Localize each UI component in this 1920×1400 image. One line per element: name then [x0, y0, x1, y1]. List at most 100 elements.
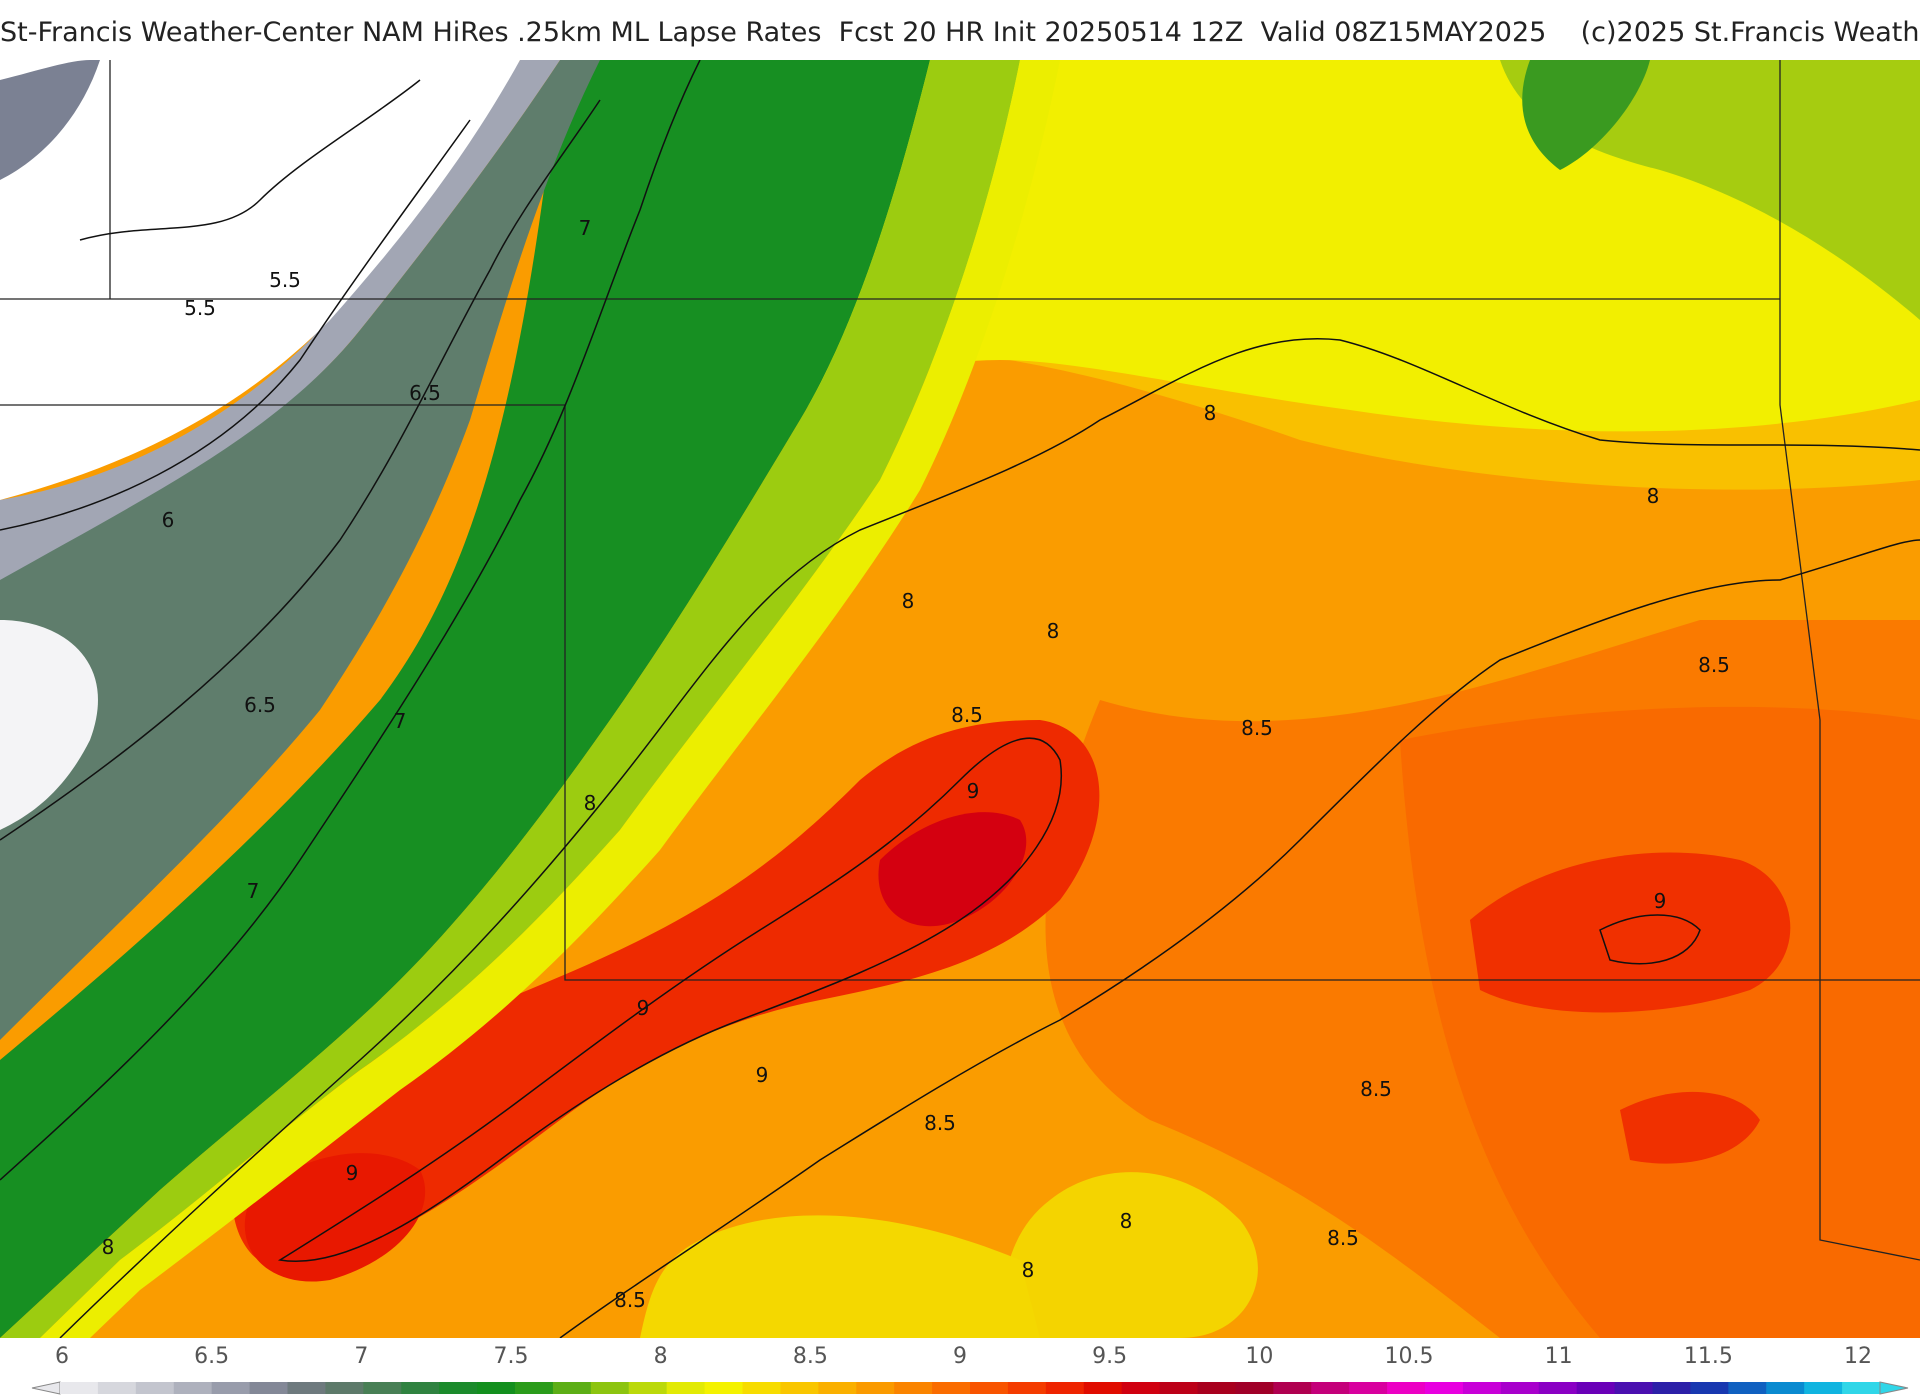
colorbar-tick-label: 7.5: [493, 1344, 529, 1369]
colorbar-swatch: [325, 1382, 364, 1394]
field-ne-green-dark: [1522, 60, 1650, 170]
colorbar-swatch: [970, 1382, 1009, 1394]
colorbar-swatch: [818, 1382, 857, 1394]
field-e-red: [1470, 852, 1791, 1013]
colorbar-swatch: [363, 1382, 402, 1394]
colorbar-swatch: [401, 1382, 440, 1394]
colorbar-swatch: [1159, 1382, 1199, 1394]
contour-label: 5.5: [184, 296, 216, 320]
contour-label: 8.5: [1698, 653, 1730, 677]
colorbar-swatch: [1690, 1382, 1729, 1394]
colorbar-swatch: [439, 1382, 478, 1394]
contour-label: 8: [102, 1235, 115, 1259]
contour-label: 8: [1022, 1258, 1035, 1282]
colorbar-swatch: [1500, 1382, 1540, 1394]
contour-label: 9: [346, 1161, 359, 1185]
boundaries: [0, 60, 1920, 1261]
field-gray: [0, 60, 560, 580]
map-title: St-Francis Weather-Center NAM HiRes .25k…: [0, 17, 1920, 48]
contour-9-east: [1599, 914, 1701, 965]
colorbar-tick-label: 8.5: [792, 1344, 828, 1369]
contour-label: 7: [247, 879, 260, 903]
colorbar-swatch: [780, 1382, 819, 1394]
field-dark-orange-2: [1400, 706, 1920, 1338]
contour-label: 7: [579, 216, 592, 240]
colorbar-swatch: [552, 1382, 592, 1394]
contour-label: 8: [1647, 484, 1660, 508]
colorbar-tick-label: 6.5: [194, 1344, 230, 1369]
colorbar-swatch: [1462, 1382, 1502, 1394]
colorbar-swatch: [1804, 1382, 1843, 1394]
contour-label: 9: [1654, 889, 1667, 913]
contour-label: 8: [1047, 619, 1060, 643]
colorbar-tick-label: 11.5: [1683, 1344, 1733, 1369]
colorbar-ticks: 6 6.5 7 7.5 8 8.5 9 9.5 10 10.5 11 11.5 12: [0, 1338, 1920, 1378]
colorbar-tick-label: 10.5: [1384, 1344, 1434, 1369]
colorbar-swatch: [1728, 1382, 1767, 1394]
colorbar-swatch: [1197, 1382, 1237, 1394]
colorbar-swatch: [515, 1382, 554, 1394]
contour-label: 6: [162, 508, 175, 532]
colorbar-left-arrow: [31, 1381, 61, 1395]
colorbar-swatch: [211, 1382, 251, 1394]
colorbar-swatch: [932, 1382, 971, 1394]
contour-label: 8: [902, 589, 915, 613]
contour-5-5: [79, 79, 421, 241]
colorbar-tick-label: 10: [1245, 1344, 1274, 1369]
contour-label: 8.5: [1241, 716, 1273, 740]
contour-9: [277, 737, 1062, 1262]
contour-label: 5.5: [269, 268, 301, 292]
contour-label: 7: [394, 709, 407, 733]
contour-label: 8.5: [924, 1111, 956, 1135]
colorbar-swatch: [856, 1382, 895, 1394]
colorbar-swatch: [1007, 1382, 1047, 1394]
field-white-nw: [0, 60, 520, 500]
field-s-yellow: [640, 1215, 1040, 1338]
field-sw-red: [244, 1153, 426, 1282]
colorbar-swatch: [249, 1382, 289, 1394]
contour-7: [0, 60, 701, 1181]
field-nw-gray-strip: [0, 60, 100, 180]
colorbar-swatch: [1045, 1382, 1085, 1394]
field-se-yellow: [1000, 1172, 1258, 1338]
colorbar-swatch: [590, 1382, 630, 1394]
colorbar-swatch: [97, 1382, 137, 1394]
colorbar-swatch: [704, 1382, 744, 1394]
contour-label: 8.5: [1360, 1077, 1392, 1101]
colorbar-swatch: [1235, 1382, 1274, 1394]
contour-label: 8: [584, 791, 597, 815]
colorbar-tick-label: 9: [953, 1344, 967, 1369]
colorbar-swatch: [1425, 1382, 1464, 1394]
colorbar-swatch: [666, 1382, 706, 1394]
lapse-rate-map: 5.5 5.5 6.5 6 6.5 7 7 7 8 8 8 8 8 8 8 8 …: [0, 60, 1920, 1338]
contour-label: 9: [967, 779, 980, 803]
contour-label: 9: [756, 1063, 769, 1087]
field-lime: [0, 60, 1020, 1338]
shaded-field: [0, 60, 1920, 1338]
colorbar-tick-label: 8: [653, 1344, 668, 1369]
state-line-co-ks: [0, 404, 1920, 981]
colorbar-swatch: [1387, 1382, 1426, 1394]
field-white-w: [0, 620, 98, 830]
colorbar-swatch: [1766, 1382, 1805, 1394]
field-se-red: [1620, 1091, 1760, 1164]
colorbar-tick-label: 11: [1544, 1344, 1573, 1369]
contour-lines: [0, 60, 1920, 1338]
colorbar-swatch: [173, 1382, 213, 1394]
colorbar-swatch: [1842, 1382, 1881, 1394]
colorbar-swatch: [894, 1382, 933, 1394]
contour-label: 6.5: [409, 381, 441, 405]
colorbar-right-arrow: [1879, 1381, 1909, 1395]
colorbar-swatch: [1652, 1382, 1692, 1394]
field-green: [0, 60, 930, 1338]
colorbar-tick-label: 9.5: [1092, 1344, 1128, 1369]
colorbar-swatch: [1349, 1382, 1388, 1394]
contour-6: [0, 119, 471, 531]
state-line-east: [1779, 60, 1920, 1261]
colorbar-swatch: [287, 1382, 327, 1394]
colorbar: [31, 1381, 1909, 1395]
contour-label: 8: [1204, 401, 1217, 425]
colorbar-swatch: [477, 1382, 516, 1394]
contour-label-group: 5.5 5.5 6.5 6 6.5 7 7 7 8 8 8 8 8 8 8 8 …: [102, 216, 1730, 1312]
